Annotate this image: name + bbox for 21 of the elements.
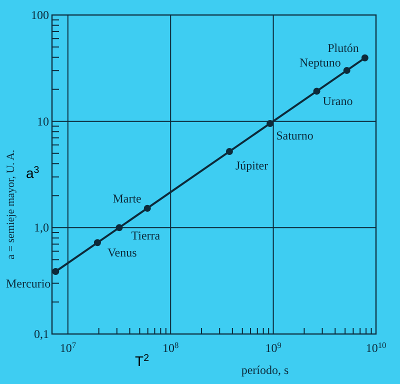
text: T$^{2}$	[135, 352, 150, 369]
text: a$^{3}$	[26, 164, 40, 181]
annotation: Neptuno	[300, 55, 341, 70]
annotation: Tierra	[131, 228, 161, 243]
y-axis-title: a = semieje mayor, U. A.	[5, 149, 17, 260]
annotation: Urano	[322, 94, 353, 108]
annotation: Plutón	[328, 40, 359, 55]
annotation: Saturno	[276, 128, 314, 143]
x-tick-label: 10$^{8}$	[162, 340, 179, 355]
x-tick-label: 10$^{9}$	[265, 340, 282, 355]
y-tick-label: 0,1	[34, 327, 49, 341]
annotation: Júpiter	[235, 158, 268, 173]
y-tick-label: 10	[37, 114, 49, 128]
y-tick-label: 100	[31, 8, 49, 22]
x-tick-label: 10$^{7}$	[60, 340, 76, 355]
annotation: Venus	[107, 246, 138, 260]
x-tick-label: 10$^{10}$	[366, 340, 386, 355]
y-tick-label: 1,0	[34, 220, 49, 235]
annotation: Marte	[112, 191, 142, 206]
annotation: Mercurio	[6, 276, 51, 291]
x-axis-title: período, s	[241, 363, 289, 377]
